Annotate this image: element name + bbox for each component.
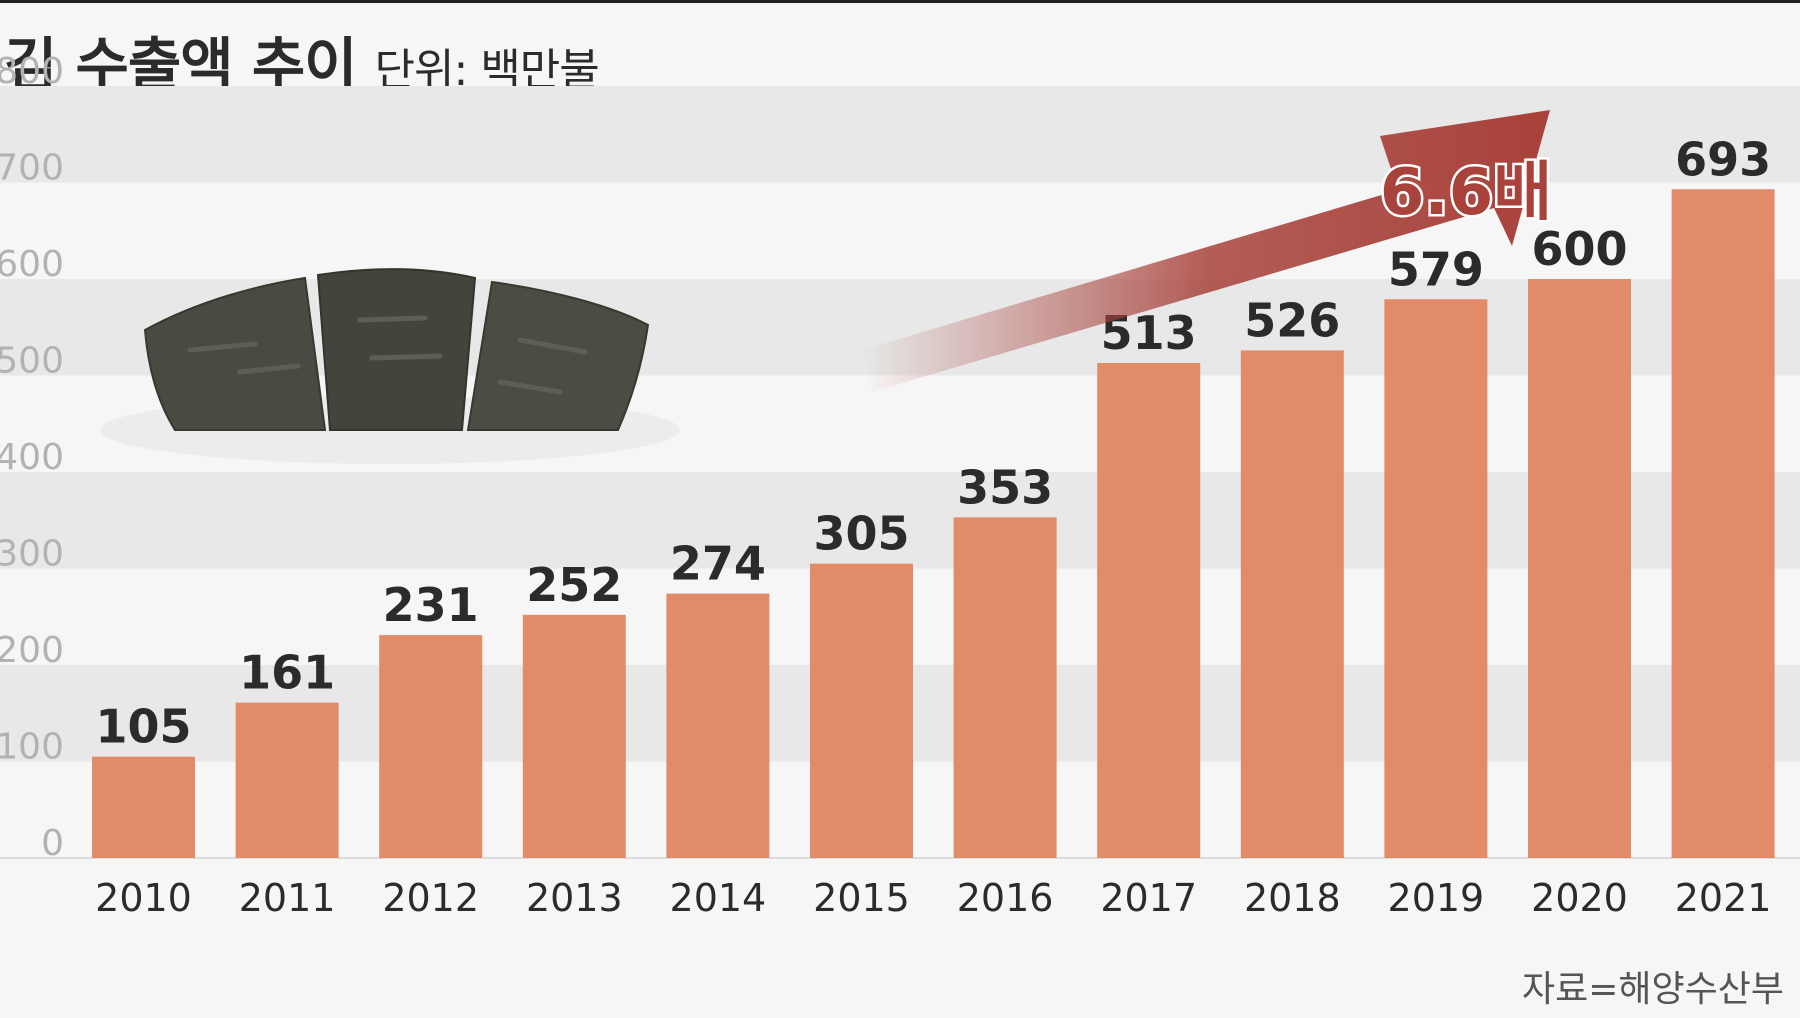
- y-tick-label: 400: [0, 437, 64, 478]
- x-axis-ticks: 2010 2011 2012 2013 2014 2015 2016 2017 2018 2019…: [95, 876, 1771, 920]
- x-tick-label: 2011: [239, 876, 336, 920]
- bar-2010: [92, 756, 195, 858]
- growth-multiplier-label: 6.6배: [1380, 156, 1552, 230]
- bar-value-label: 353: [957, 460, 1053, 514]
- x-tick-label: 2021: [1675, 876, 1772, 920]
- bar-2020: [1528, 279, 1631, 858]
- y-tick-label: 100: [0, 727, 64, 768]
- bars: [92, 189, 1775, 858]
- x-tick-label: 2012: [382, 876, 479, 920]
- bar-2014: [666, 593, 770, 858]
- x-tick-label: 2016: [957, 876, 1054, 920]
- bar-2019: [1384, 299, 1488, 858]
- y-tick-label: 800: [0, 51, 64, 92]
- bar-2015: [810, 563, 913, 858]
- y-tick-label: 700: [0, 148, 64, 189]
- bar-value-label: 693: [1675, 132, 1771, 186]
- bar-2018: [1240, 350, 1344, 858]
- bar-value-label: 600: [1531, 222, 1627, 276]
- growth-arrow-shape: [862, 110, 1550, 392]
- bar-2016: [953, 517, 1057, 858]
- y-axis-ticks: 0 100 200 300 400 500 600 700 800: [0, 51, 64, 864]
- bar-2017: [1097, 362, 1201, 858]
- x-tick-label: 2019: [1388, 876, 1485, 920]
- y-tick-label: 600: [0, 244, 64, 285]
- laver-illustration: [100, 268, 680, 464]
- growth-arrow: 6.6배: [862, 110, 1555, 392]
- bar-2011: [235, 702, 339, 858]
- top-rule: [0, 0, 1800, 3]
- bar-2012: [379, 635, 483, 858]
- x-tick-label: 2017: [1100, 876, 1197, 920]
- y-tick-label: 200: [0, 630, 64, 671]
- grid-band: [0, 472, 1800, 569]
- bar-value-label: 161: [239, 646, 335, 700]
- bar-value-label: 274: [670, 537, 766, 591]
- x-tick-label: 2013: [526, 876, 623, 920]
- bar-value-label: 231: [383, 578, 479, 632]
- y-tick-label: 500: [0, 341, 64, 382]
- x-tick-label: 2015: [813, 876, 910, 920]
- bar-2021: [1671, 189, 1775, 858]
- bar-value-label: 579: [1388, 242, 1484, 296]
- source-note: 자료=해양수산부: [1521, 969, 1784, 1010]
- y-tick-label: 300: [0, 534, 64, 575]
- bar-value-label: 526: [1244, 293, 1340, 347]
- x-tick-label: 2020: [1531, 876, 1628, 920]
- x-tick-label: 2018: [1244, 876, 1341, 920]
- bar-value-label: 252: [526, 558, 622, 612]
- x-tick-label: 2010: [95, 876, 192, 920]
- x-tick-label: 2014: [670, 876, 767, 920]
- bar-2013: [522, 614, 626, 858]
- bar-value-label: 305: [813, 507, 909, 561]
- bar-value-label: 105: [95, 700, 191, 754]
- y-tick-label: 0: [41, 823, 64, 864]
